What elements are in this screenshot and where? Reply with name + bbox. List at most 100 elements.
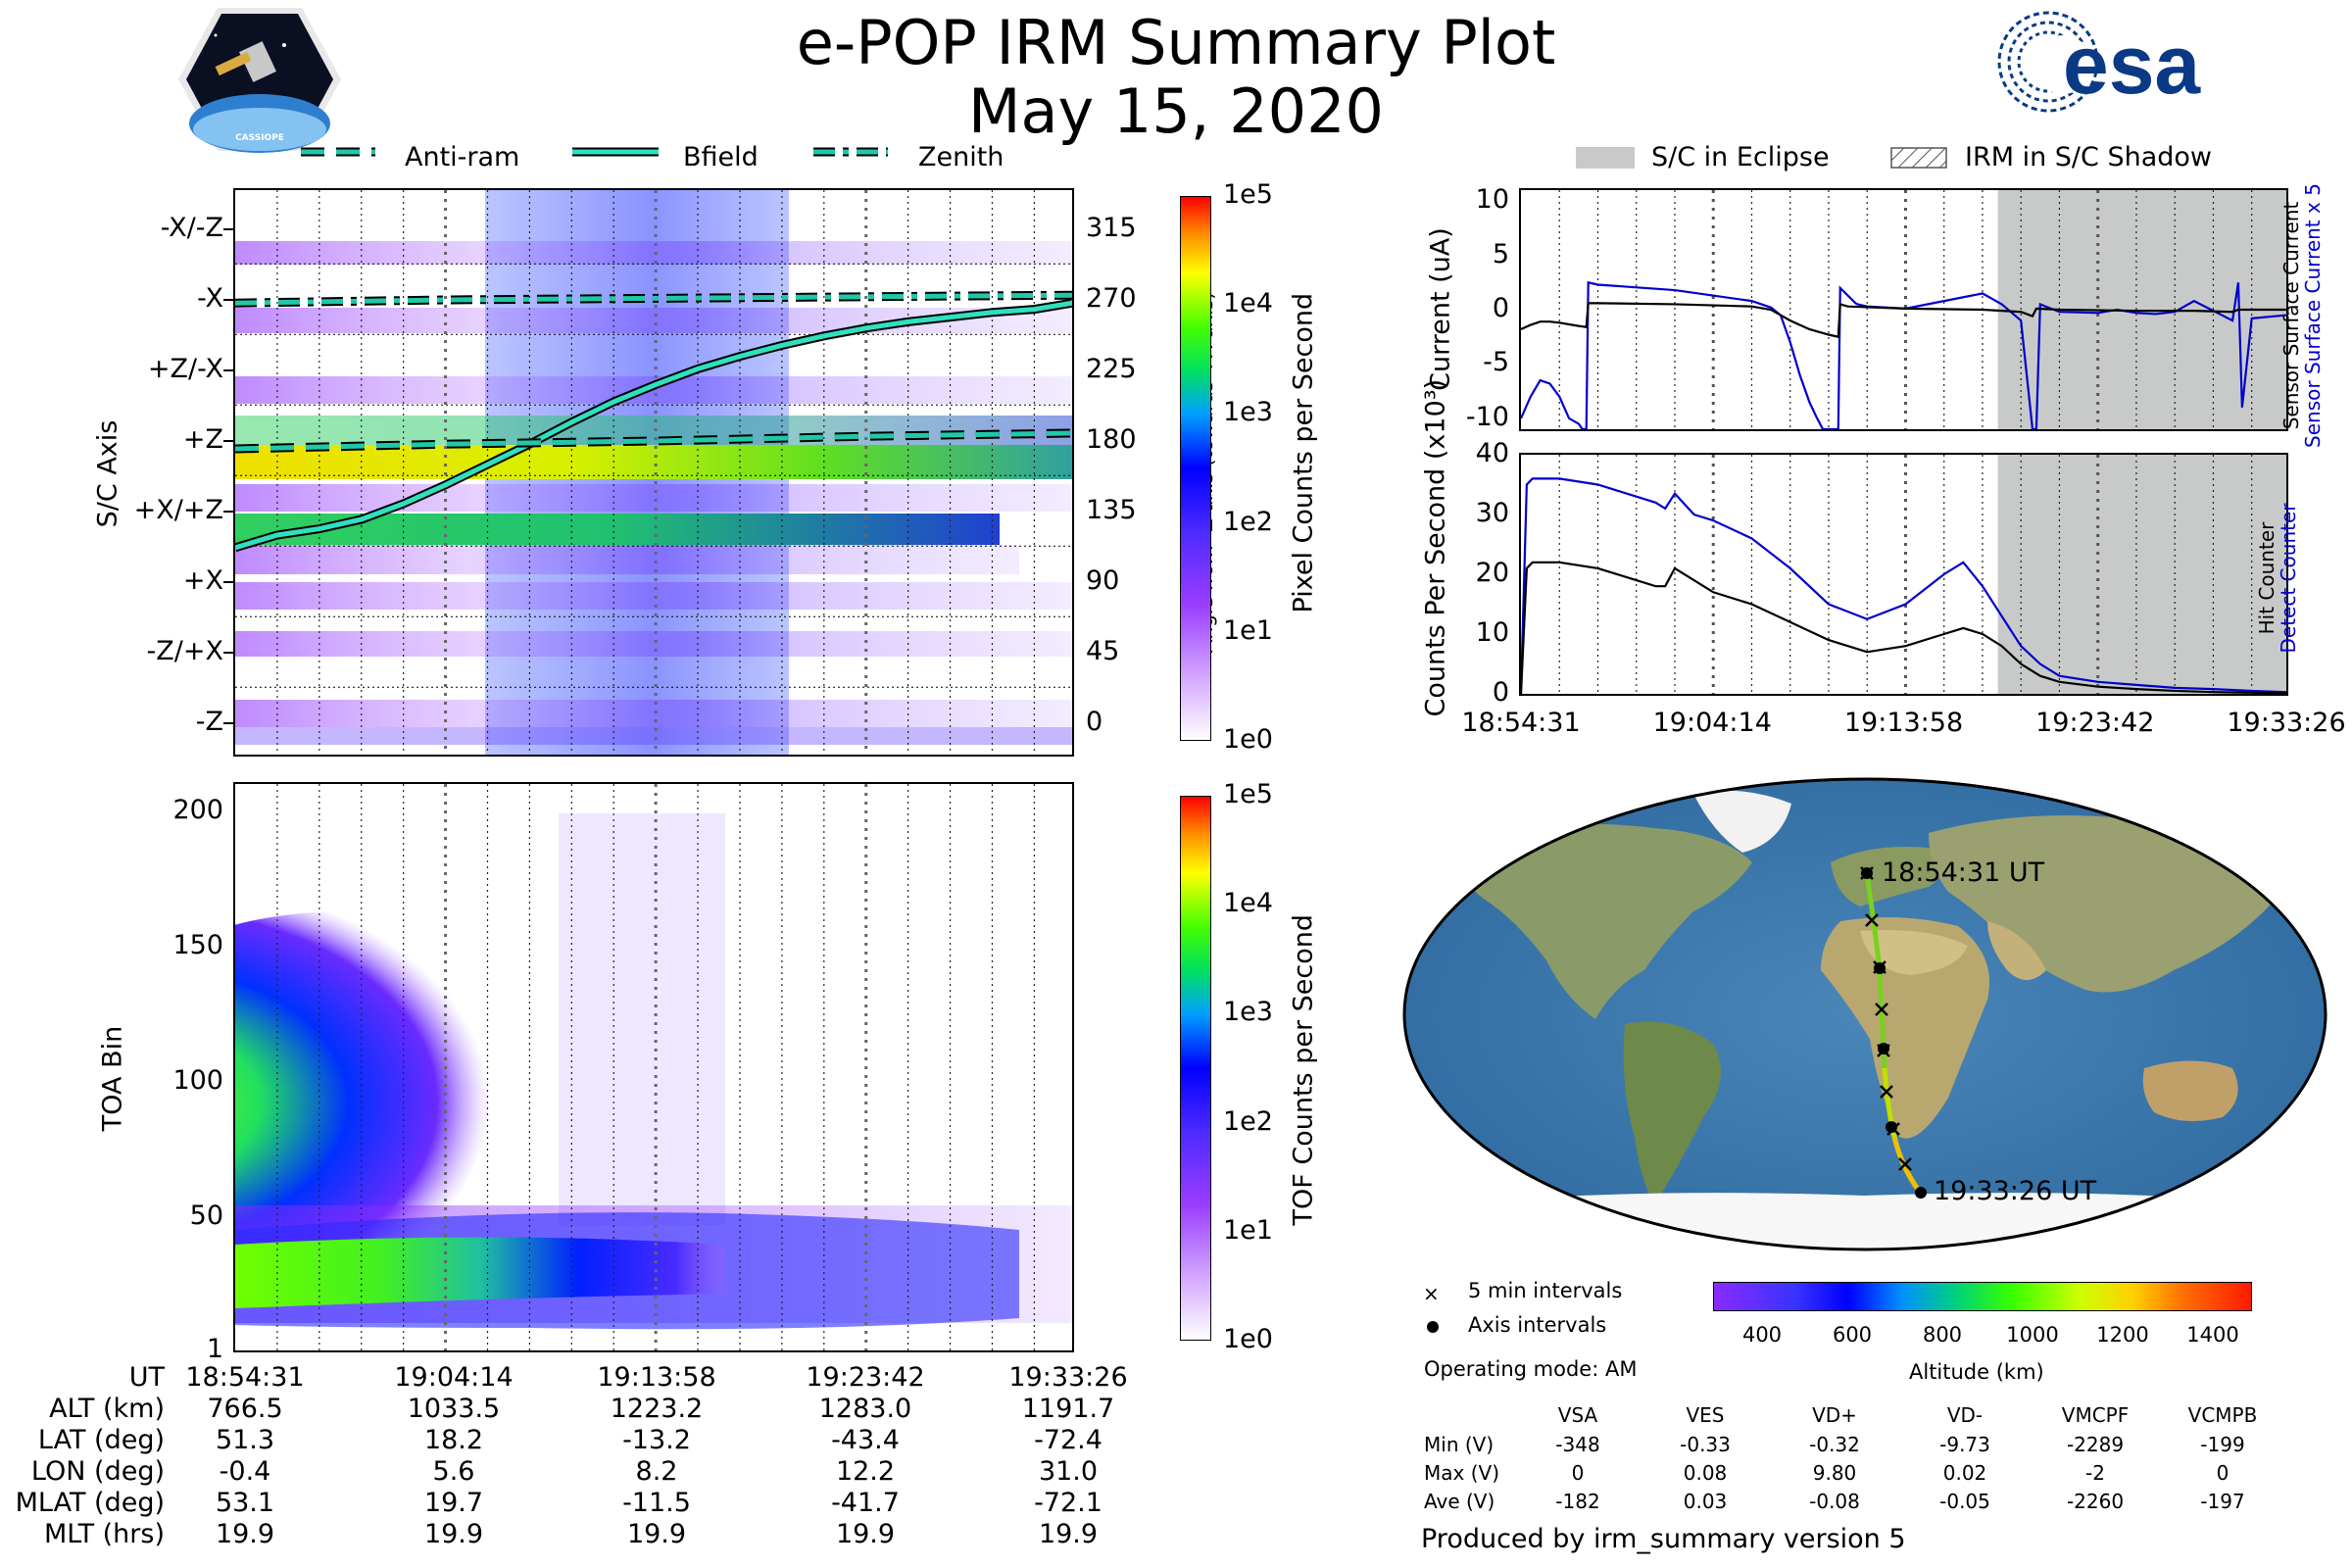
- position-cell: 19:04:14: [394, 1362, 514, 1393]
- tof-colorbar-tick: 1e1: [1223, 1214, 1273, 1246]
- tof-colorbar-tick: 1e4: [1223, 888, 1273, 919]
- stats-header: VD-: [1946, 1403, 1984, 1427]
- position-cell: 8.2: [635, 1456, 678, 1487]
- y-tick-label: 0: [1492, 293, 1509, 323]
- stats-cell: 0.08: [1683, 1461, 1728, 1485]
- angle-tick-label: 0: [1086, 707, 1103, 737]
- position-row-label: MLAT (deg): [15, 1488, 165, 1518]
- sc-axis-tick-label: +X/+Z: [133, 495, 223, 525]
- y-tick-label: 5: [1492, 238, 1509, 270]
- tof-colorbar-tick: 1e0: [1223, 1324, 1273, 1354]
- altitude-label: Altitude (km): [1909, 1360, 2044, 1384]
- legend-shadow-label: IRM in S/C Shadow: [1965, 142, 2213, 172]
- position-row-label: UT: [128, 1362, 165, 1393]
- position-cell: -13.2: [622, 1425, 691, 1455]
- pixel-colorbar: [1180, 196, 1211, 741]
- altitude-tick-label: 1200: [2096, 1323, 2149, 1347]
- operating-mode: Operating mode: AM: [1424, 1357, 1638, 1381]
- five-min-marker-icon: ×: [1423, 1282, 1440, 1305]
- cassiope-logo-text: CASSIOPE: [235, 133, 284, 143]
- x-tick-label: 18:54:31: [1461, 708, 1581, 738]
- sc-axis-tick-label: -Z/+X: [146, 636, 223, 666]
- toa-tick-label: 100: [172, 1065, 223, 1097]
- sc-axis-tick: [223, 511, 233, 513]
- series-detect-counter: [1521, 477, 2286, 694]
- legend-zenith-label: Zenith: [918, 142, 1004, 172]
- pixel-colorbar-tick: 1e1: [1223, 614, 1273, 646]
- y-tick-label: 10: [1475, 184, 1509, 216]
- angle-tick-label: 270: [1086, 283, 1137, 314]
- five-min-label: 5 min intervals: [1468, 1279, 1623, 1302]
- eclipse-region: [1997, 455, 2286, 694]
- angle-tick-label: 45: [1086, 636, 1120, 666]
- pixel-colorbar-tick: 1e0: [1223, 724, 1273, 755]
- position-cell: -41.7: [831, 1488, 900, 1518]
- toa-ylabel: TOA Bin: [97, 1025, 128, 1132]
- current-right-label-black: Sensor Surface Current: [2279, 201, 2303, 430]
- toa-tick-label: 1: [206, 1334, 223, 1364]
- altitude-tick-label: 400: [1741, 1323, 1783, 1347]
- sc-axis-tick-label: -X: [197, 283, 223, 314]
- pixel-colorbar-tick: 1e5: [1223, 179, 1273, 210]
- position-cell: 19:13:58: [597, 1362, 716, 1393]
- stats-cell: 0: [1571, 1461, 1585, 1485]
- stats-cell: -0.33: [1680, 1433, 1731, 1456]
- map-start-label: 18:54:31 UT: [1882, 858, 2045, 888]
- stats-row-label: Min (V): [1424, 1433, 1494, 1456]
- counts-plot: [1519, 453, 2288, 696]
- stats-header: VSA: [1557, 1403, 1598, 1427]
- position-cell: 19.9: [626, 1519, 687, 1549]
- legend-bfield-label: Bfield: [683, 142, 759, 172]
- x-tick-label: 19:33:26: [2227, 708, 2346, 738]
- series-hit-counter: [1521, 561, 2286, 694]
- series-sensor-surface-current: [1521, 302, 2286, 339]
- stats-cell: 0: [2216, 1461, 2230, 1485]
- esa-logo-text: esa: [2063, 19, 2201, 111]
- sc-axis-tick-label: -X/-Z: [160, 213, 223, 243]
- counts-right-label-black: Hit Counter: [2255, 521, 2278, 635]
- position-cell: 1283.0: [818, 1394, 912, 1424]
- page-date: May 15, 2020: [968, 75, 1384, 147]
- y-tick-label: -10: [1465, 401, 1509, 432]
- sc-axis-tick: [223, 228, 233, 230]
- stats-cell: 0.03: [1683, 1490, 1728, 1513]
- position-cell: 19.9: [215, 1519, 275, 1549]
- y-tick-label: 0: [1492, 677, 1509, 708]
- position-cell: 19.9: [835, 1519, 896, 1549]
- sc-axis-tick-label: +X: [182, 565, 223, 596]
- toa-tick-label: 50: [189, 1200, 223, 1232]
- sc-axis-heatmap-background: [235, 190, 1072, 755]
- position-row-label: LON (deg): [30, 1456, 165, 1487]
- series-bfield: [235, 300, 1072, 551]
- axis-interval-dots: [1861, 867, 1927, 1199]
- current-right-label-blue: Sensor Surface Current x 5: [2301, 183, 2325, 448]
- sc-axis-tick: [223, 369, 233, 371]
- pixel-colorbar-tick: 1e3: [1223, 397, 1273, 428]
- y-tick-label: 30: [1475, 498, 1509, 528]
- stats-header: VCMPB: [2187, 1403, 2258, 1427]
- stats-header: VD+: [1812, 1403, 1857, 1427]
- stats-cell: -0.08: [1809, 1490, 1860, 1513]
- page-title: e-POP IRM Summary Plot: [796, 7, 1556, 78]
- position-cell: -72.4: [1034, 1425, 1102, 1455]
- legend-eclipse-label: S/C in Eclipse: [1651, 142, 1830, 172]
- altitude-tick-label: 600: [1832, 1323, 1873, 1347]
- altitude-tick-label: 1000: [2006, 1323, 2059, 1347]
- position-cell: 1223.2: [610, 1394, 704, 1424]
- position-row-label: LAT (deg): [37, 1425, 165, 1455]
- sc-axis-tick: [223, 722, 233, 724]
- sc-axis-tick: [223, 440, 233, 442]
- angle-tick-label: 90: [1086, 565, 1120, 596]
- x-tick-label: 19:23:42: [2035, 708, 2155, 738]
- position-cell: 1033.5: [407, 1394, 501, 1424]
- y-tick-label: 20: [1475, 558, 1509, 588]
- stats-cell: -182: [1555, 1490, 1600, 1513]
- position-cell: 766.5: [207, 1394, 283, 1424]
- cassiope-logo: CASSIOPE: [176, 6, 343, 153]
- position-cell: 31.0: [1038, 1456, 1099, 1487]
- position-cell: -43.4: [831, 1425, 900, 1455]
- stats-cell: -197: [2200, 1490, 2245, 1513]
- sc-axis-ylabel: S/C Axis: [92, 419, 123, 528]
- stats-cell: -0.32: [1809, 1433, 1860, 1456]
- position-cell: 19.7: [423, 1488, 484, 1518]
